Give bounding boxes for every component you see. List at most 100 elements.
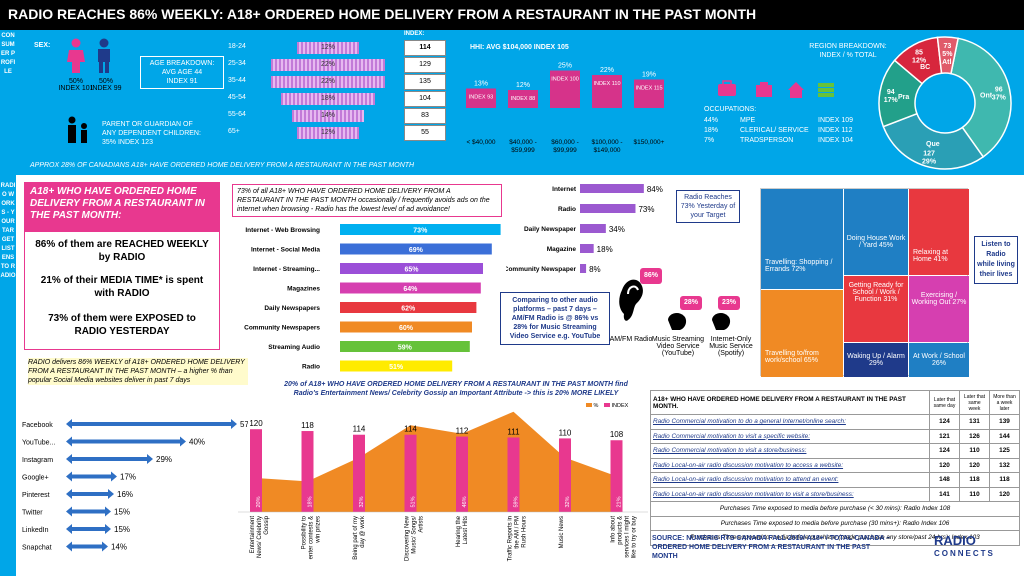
table-row: Radio Local-on-air radio discussion moti… [650,472,1020,488]
social-value: 16% [117,490,133,499]
social-value: 15% [114,525,130,534]
motivation-table-wrap: A18+ WHO HAVE ORDERED HOME DELIVERY FROM… [650,390,1020,546]
male-stat: 50% INDEX 99 [90,78,122,92]
adavoid-name: Internet - Social Media [251,247,320,254]
yesterday-name: Daily Newspaper [524,226,576,233]
hhi-chart: 13% INDEX 93 < $40,000 12% INDEX 88 $40,000 -… [466,63,665,154]
treemap: Travelling: Shopping / Errands 72% Doing… [760,188,969,377]
table-row: Radio Commercial motivation to visit a s… [650,428,1020,444]
treemap-callout: Listen to Radio while living their lives [974,236,1018,284]
occupation-index: INDEX 109 [818,117,854,124]
age-bar: 22% [270,76,386,88]
social-value: 57% [240,420,248,429]
yesterday-name: Radio [558,206,576,213]
table-row: Radio Commercial motivation to do a gene… [650,414,1020,430]
adavoid-value: 51% [389,364,404,371]
attr-category-label: Info aboutproducts &services I mightlike… [611,516,638,559]
treemap-cell-commute: Travelling to/from work/school 65% [761,290,843,377]
motivation-header: A18+ WHO HAVE ORDERED HOME DELIVERY FROM… [650,390,930,415]
age-row: 35-44 22% 135 [228,74,446,91]
age-index: 104 [404,91,446,107]
motivation-value: 131 [959,414,990,430]
attr-pct-label: 46% [462,496,468,507]
motivation-label: Radio Local-on-air radio discussion moti… [650,486,930,502]
attr-index-bar [507,437,520,512]
adavoid-name: Radio [302,364,320,371]
age-row: 65+ 12% 55 [228,125,446,142]
social-name: YouTube... [22,440,55,447]
occupations-label: OCCUPATIONS: [704,106,757,113]
social-arrow [66,454,153,464]
yesterday-bar [580,224,606,233]
age-row: 45-54 18% 104 [228,91,446,108]
adavoid-value: 73% [413,228,428,235]
hhi-category-label: $40,000 -$59,999 [509,139,536,154]
motivation-value: 110 [959,486,990,502]
attr-index-label: 111 [507,427,520,436]
occupation-row: 44% MPE INDEX 109 [704,117,894,127]
sidebar [0,30,16,576]
motivation-value: 110 [959,443,990,459]
region-value: 127 29% [922,151,937,166]
adavoid-chart: Internet - Web Browsing 73% Internet - Soc… [244,224,501,372]
adavoid-bar [340,224,501,235]
attr-pct-area [250,411,623,512]
attr-legend: % INDEX [586,403,628,409]
region-name: Pra [898,94,909,101]
age-bar: 18% [281,93,375,105]
female-icon [67,38,85,73]
yesterday-value: 8% [589,265,601,274]
treemap-cell-relaxing: Relaxing at Home 41% [909,189,969,275]
age-index: 135 [404,74,446,90]
yesterday-bar [580,264,587,273]
adavoid-bar [340,321,472,333]
attr-category-label: EntertainmentNews/ CelebrityGossip [250,515,270,558]
attr-category-label: Possibility toenter contests &win prizes [302,515,322,559]
motivation-value: 124 [929,443,960,459]
hhi-category-label: < $40,000 [466,139,495,146]
motivation-value: 141 [929,486,960,502]
attr-index-bar [250,429,262,512]
region-name: Que [926,141,940,148]
age-index: 114 [404,40,446,56]
region-value: 73 5% [942,43,953,58]
attr-category-label: Traffic Reports inthe AM / PMRush Hours [508,516,528,561]
hhi-index-label: INDEX 93 [469,95,493,101]
sex-label: SEX: [34,42,51,49]
adavoid-bar [340,282,481,294]
treemap-cell-getting-ready: Getting Ready for School / Work / Functi… [844,276,908,342]
yesterday-name: Community Newspaper [506,266,576,273]
attr-index-label: 118 [301,421,314,430]
spotify-pct: 23% [718,296,740,310]
attr-index-bar [610,440,623,512]
yesterday-value: 18% [597,245,613,254]
social-arrow [66,506,111,517]
region-segment [882,112,985,170]
yesterday-value: 73% [638,205,654,214]
left-summary-heading: A18+ WHO HAVE ORDERED HOME DELIVERY FROM… [24,182,220,232]
attr-category-label: Music News [559,516,565,548]
age-funnel: 18-24 12% 114 25-34 22% 129 35-44 22% 135 45-54 18… [228,40,446,142]
attr-index-label: 108 [610,430,624,439]
adavoid-name: Internet - Web Browsing [245,227,320,234]
hhi-pct-label: 13% [474,81,488,88]
age-index: 83 [404,108,446,124]
attr-index-label: 110 [559,428,572,437]
hhi-pct-label: 22% [600,67,614,74]
hhi-index-label: INDEX 100 [551,77,579,83]
motivation-value: 120 [959,457,990,473]
treemap-cell-waking: Waking Up / Alarm 29% [844,343,908,377]
hhi-index-label: INDEX 88 [511,96,535,102]
ear-icon [619,279,643,321]
age-label: 18-24 [228,43,246,50]
hhi-title: HHI: AVG $104,000 INDEX 105 [470,44,569,51]
motivation-note-row: Purchases Time exposed to media before p… [650,501,1020,517]
adavoid-bar [340,360,453,372]
social-value: 14% [111,543,127,552]
attr-chart: 120 20% EntertainmentNews/ CelebrityGossip… [238,411,648,561]
attr-index-bar [353,434,365,512]
occupation-index: INDEX 104 [818,137,854,144]
adavoid-name: Daily Newspapers [264,305,320,312]
adavoid-bar [340,263,483,274]
adavoid-value: 62% [401,306,416,313]
